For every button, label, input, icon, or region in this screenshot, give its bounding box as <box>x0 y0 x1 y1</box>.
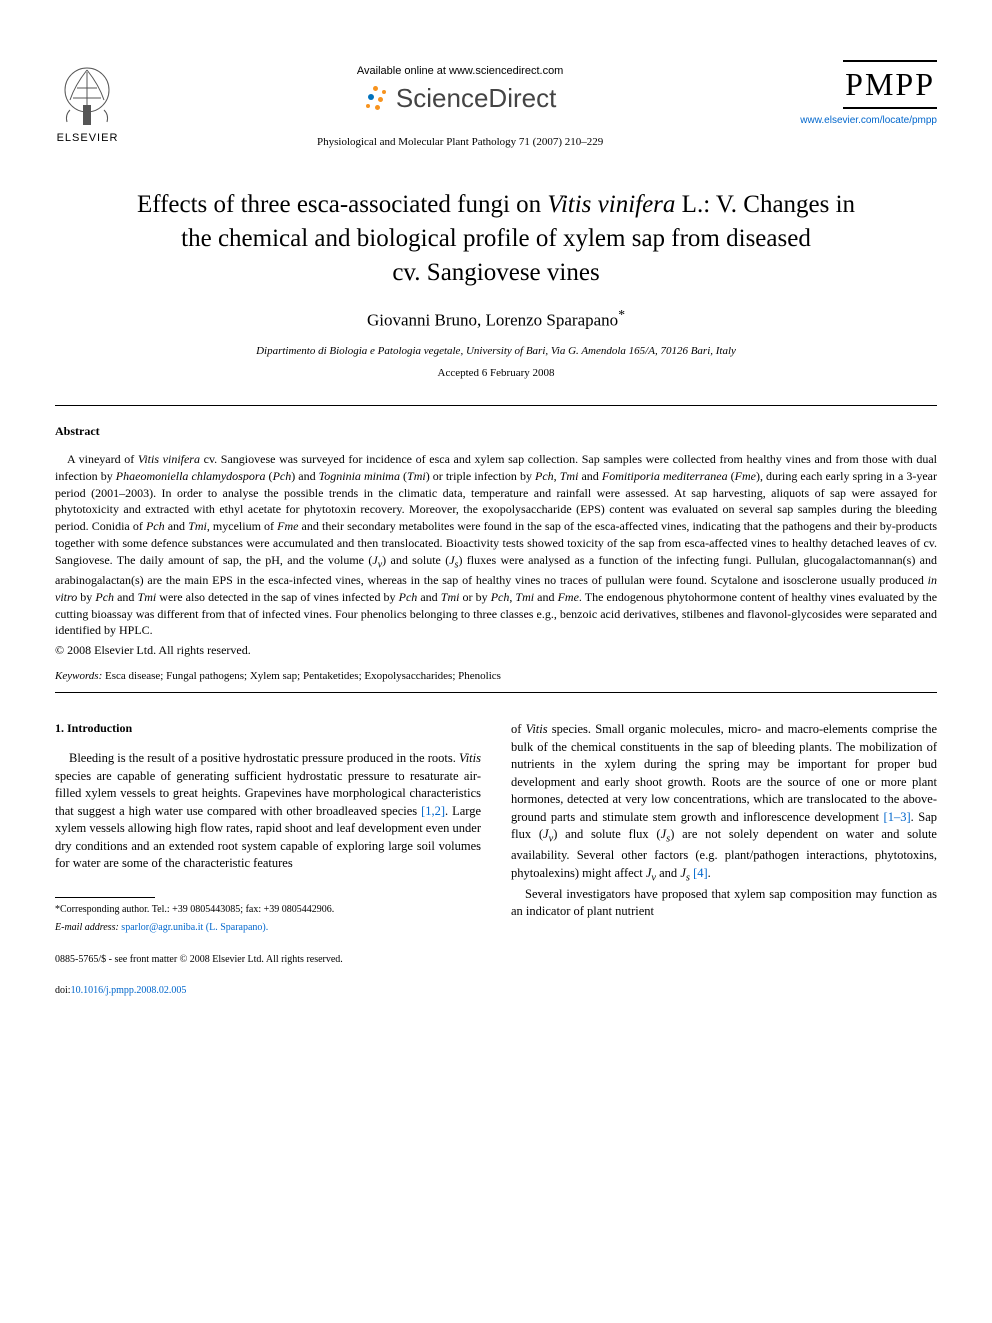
title-part-1: Effects of three esca-associated fungi o… <box>137 191 547 218</box>
email-link[interactable]: sparlor@agr.uniba.it (L. Sparapano). <box>119 922 268 933</box>
accepted-date: Accepted 6 February 2008 <box>55 367 937 379</box>
journal-reference: Physiological and Molecular Plant Pathol… <box>317 136 603 148</box>
section-heading-intro: 1. Introduction <box>55 721 481 736</box>
keywords-row: Keywords: Esca disease; Fungal pathogens… <box>55 670 937 682</box>
pmpp-block: PMPP www.elsevier.com/locate/pmpp <box>800 60 937 126</box>
title-part-2: L.: V. Changes in <box>675 191 855 218</box>
footnote-separator <box>55 897 155 898</box>
pmpp-text: PMPP <box>845 66 935 103</box>
authors: Giovanni Bruno, Lorenzo Sparapano* <box>55 307 937 331</box>
pmpp-logo-box: PMPP <box>843 60 937 109</box>
copyright-line: © 2008 Elsevier Ltd. All rights reserved… <box>55 643 937 658</box>
article-title: Effects of three esca-associated fungi o… <box>55 188 937 289</box>
doi-label: doi: <box>55 985 71 996</box>
keywords-text: Esca disease; Fungal pathogens; Xylem sa… <box>102 670 501 682</box>
keywords-label: Keywords: <box>55 670 102 682</box>
intro-paragraph-2: Several investigators have proposed that… <box>511 886 937 921</box>
title-line-2: the chemical and biological profile of x… <box>181 225 811 252</box>
footer-front-matter: 0885-5765/$ - see front matter © 2008 El… <box>55 953 481 967</box>
abstract-heading: Abstract <box>55 424 937 439</box>
author-names: Giovanni Bruno, Lorenzo Sparapano <box>367 311 618 330</box>
footer-doi: doi:10.1016/j.pmpp.2008.02.005 <box>55 984 481 998</box>
sciencedirect-dots-icon <box>364 86 390 112</box>
affiliation: Dipartimento di Biologia e Patologia veg… <box>55 345 937 357</box>
abstract-text: A vineyard of Vitis vinifera cv. Sangiov… <box>55 451 937 639</box>
elsevier-tree-icon <box>55 60 120 130</box>
title-italic-1: Vitis vinifera <box>547 191 675 218</box>
header-center: Available online at www.sciencedirect.co… <box>120 60 800 148</box>
intro-paragraph-1: Bleeding is the result of a positive hyd… <box>55 750 481 873</box>
corresponding-footnote: *Corresponding author. Tel.: +39 0805443… <box>55 903 481 917</box>
sciencedirect-logo: ScienceDirect <box>364 83 556 114</box>
divider-bottom <box>55 692 937 693</box>
elsevier-label: ELSEVIER <box>57 132 119 144</box>
pmpp-link[interactable]: www.elsevier.com/locate/pmpp <box>800 115 937 126</box>
available-online-text: Available online at www.sciencedirect.co… <box>357 65 563 77</box>
intro-paragraph-1-cont: of Vitis species. Small organic molecule… <box>511 721 937 886</box>
title-line-3: cv. Sangiovese vines <box>392 259 599 286</box>
email-label: E-mail address: <box>55 922 119 933</box>
corresponding-star-icon: * <box>618 307 625 322</box>
right-column: of Vitis species. Small organic molecule… <box>511 721 937 998</box>
email-footnote: E-mail address: sparlor@agr.uniba.it (L.… <box>55 921 481 935</box>
intro-text-col2: of Vitis species. Small organic molecule… <box>511 721 937 921</box>
two-column-body: 1. Introduction Bleeding is the result o… <box>55 721 937 998</box>
intro-text-col1: Bleeding is the result of a positive hyd… <box>55 750 481 873</box>
doi-link[interactable]: 10.1016/j.pmpp.2008.02.005 <box>71 985 187 996</box>
elsevier-logo-block: ELSEVIER <box>55 60 120 144</box>
header-row: ELSEVIER Available online at www.science… <box>55 60 937 148</box>
divider-top <box>55 405 937 406</box>
left-column: 1. Introduction Bleeding is the result o… <box>55 721 481 998</box>
sciencedirect-text: ScienceDirect <box>396 83 556 114</box>
